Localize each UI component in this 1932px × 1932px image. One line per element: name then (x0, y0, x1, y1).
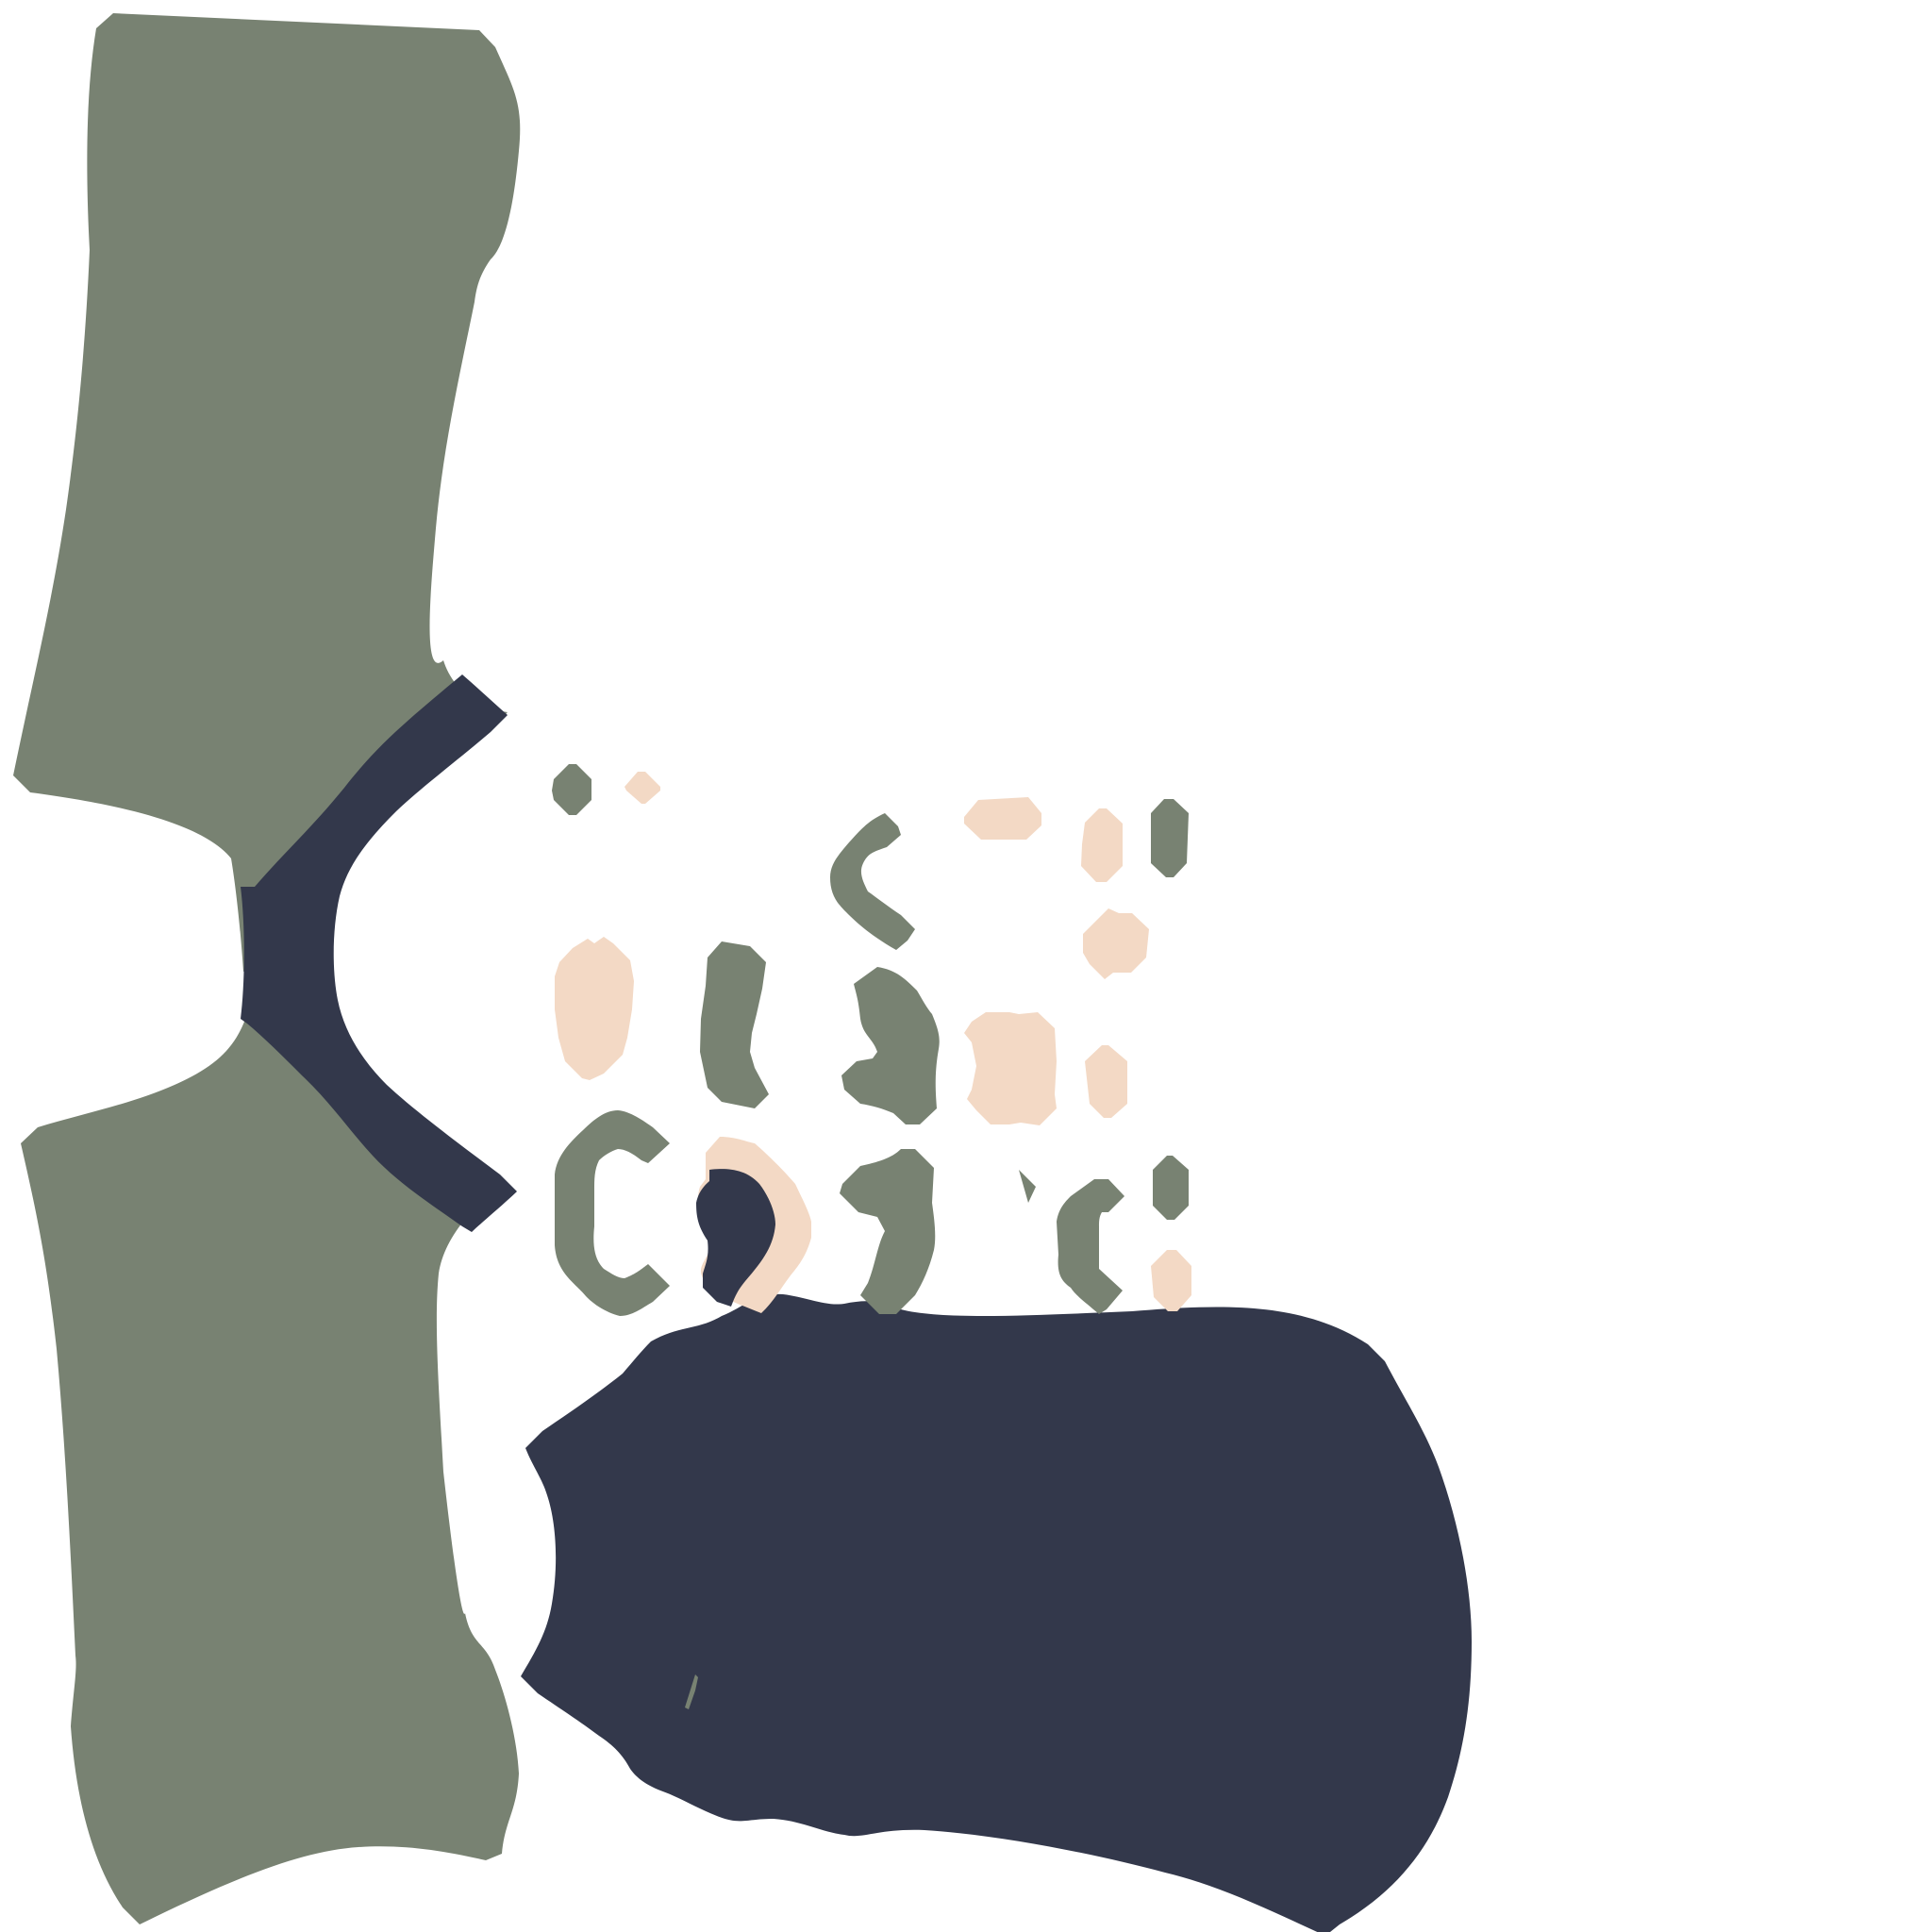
island-sage-bracket (1019, 1170, 1036, 1203)
island-sage-dot-1 (552, 764, 591, 815)
left-panel-upper (13, 13, 521, 972)
left-panel-lower (21, 1014, 519, 1924)
island-sage-blob-1 (700, 941, 769, 1108)
island-peach-bar (964, 797, 1041, 840)
island-peach-pill-3 (1151, 1250, 1191, 1311)
island-sage-c-top (830, 813, 915, 950)
island-peach-pill-2 (1085, 1045, 1127, 1118)
island-sage-pill-2 (1153, 1156, 1189, 1220)
navy-strap (241, 675, 517, 1232)
island-peach-oval-mid (1083, 908, 1149, 979)
island-sage-c-small (1057, 1179, 1124, 1314)
island-peach-dot-1 (625, 772, 660, 804)
island-peach-pill-1 (1081, 808, 1123, 882)
island-peach-square (964, 1012, 1057, 1125)
island-sage-blob-2 (841, 967, 940, 1124)
island-sage-sliver (685, 1674, 698, 1709)
island-sage-pill-1 (1151, 799, 1189, 877)
navy-panel (521, 1293, 1472, 1932)
island-sage-blob-3 (840, 1149, 936, 1314)
island-peach-blob-1 (555, 937, 634, 1080)
island-navy-ring-core (696, 1169, 775, 1307)
island-sage-c-bottom (555, 1110, 670, 1316)
